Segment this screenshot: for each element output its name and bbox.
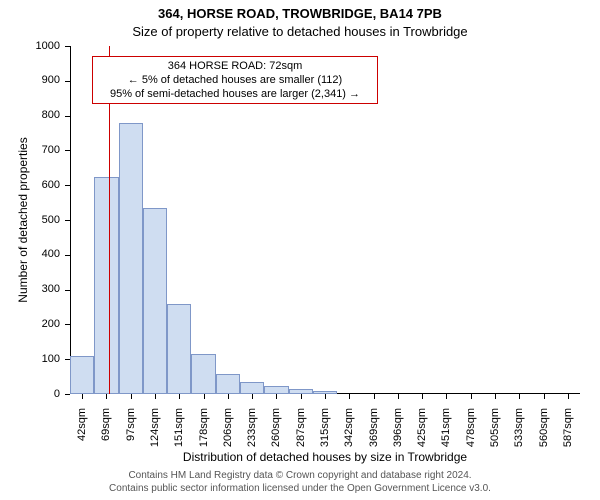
y-tick-mark (65, 255, 70, 256)
y-tick-mark (65, 185, 70, 186)
histogram-bar (289, 389, 313, 394)
x-tick-mark (131, 394, 132, 399)
x-tick-label: 396sqm (392, 408, 404, 468)
x-tick-mark (446, 394, 447, 399)
y-tick-label: 600 (0, 179, 60, 191)
x-tick-label: 560sqm (538, 408, 550, 468)
y-tick-mark (65, 150, 70, 151)
y-tick-mark (65, 116, 70, 117)
y-tick-mark (65, 46, 70, 47)
x-tick-label: 342sqm (343, 408, 355, 468)
x-tick-label: 151sqm (173, 408, 185, 468)
x-tick-label: 260sqm (270, 408, 282, 468)
histogram-bar (70, 356, 94, 394)
x-tick-mark (471, 394, 472, 399)
y-tick-label: 900 (0, 74, 60, 86)
x-tick-label: 425sqm (416, 408, 428, 468)
x-tick-mark (325, 394, 326, 399)
histogram-bar (119, 123, 143, 394)
x-tick-label: 587sqm (562, 408, 574, 468)
x-tick-label: 124sqm (149, 408, 161, 468)
y-tick-label: 0 (0, 388, 60, 400)
y-axis-line (70, 46, 71, 394)
x-tick-mark (155, 394, 156, 399)
y-tick-label: 800 (0, 109, 60, 121)
histogram-bar (264, 386, 288, 394)
x-tick-mark (179, 394, 180, 399)
footer-line-2: Contains public sector information licen… (0, 483, 600, 494)
x-tick-mark (374, 394, 375, 399)
x-tick-label: 97sqm (125, 408, 137, 468)
histogram-bar (167, 304, 191, 394)
y-tick-label: 500 (0, 214, 60, 226)
y-tick-mark (65, 324, 70, 325)
annotation-line-3: 95% of semi-detached houses are larger (… (97, 87, 373, 101)
histogram-bar (240, 382, 264, 394)
x-tick-label: 369sqm (368, 408, 380, 468)
y-tick-mark (65, 394, 70, 395)
histogram-bar (313, 391, 337, 394)
x-tick-mark (106, 394, 107, 399)
x-tick-mark (495, 394, 496, 399)
chart-container: 364, HORSE ROAD, TROWBRIDGE, BA14 7PB Si… (0, 0, 600, 500)
y-tick-label: 700 (0, 144, 60, 156)
y-tick-mark (65, 290, 70, 291)
x-tick-mark (276, 394, 277, 399)
y-tick-label: 1000 (0, 40, 60, 52)
chart-title: Size of property relative to detached ho… (0, 24, 600, 39)
x-tick-label: 505sqm (489, 408, 501, 468)
annotation-line-1: 364 HORSE ROAD: 72sqm (97, 59, 373, 73)
x-tick-mark (568, 394, 569, 399)
y-tick-mark (65, 81, 70, 82)
x-tick-mark (252, 394, 253, 399)
y-tick-label: 300 (0, 283, 60, 295)
x-tick-mark (349, 394, 350, 399)
x-tick-mark (544, 394, 545, 399)
x-tick-label: 178sqm (198, 408, 210, 468)
y-tick-label: 100 (0, 353, 60, 365)
histogram-bar (216, 374, 240, 394)
x-tick-mark (398, 394, 399, 399)
x-tick-mark (422, 394, 423, 399)
x-tick-label: 315sqm (319, 408, 331, 468)
y-tick-mark (65, 220, 70, 221)
x-tick-label: 287sqm (295, 408, 307, 468)
x-tick-mark (82, 394, 83, 399)
annotation-line-2: ← 5% of detached houses are smaller (112… (97, 73, 373, 87)
x-tick-label: 42sqm (76, 408, 88, 468)
x-tick-mark (519, 394, 520, 399)
y-tick-label: 400 (0, 248, 60, 260)
x-tick-label: 533sqm (513, 408, 525, 468)
x-tick-label: 478sqm (465, 408, 477, 468)
x-tick-label: 69sqm (100, 408, 112, 468)
y-tick-label: 200 (0, 318, 60, 330)
histogram-bar (143, 208, 167, 394)
x-tick-label: 233sqm (246, 408, 258, 468)
x-tick-mark (301, 394, 302, 399)
footer-line-1: Contains HM Land Registry data © Crown c… (0, 470, 600, 481)
x-tick-label: 451sqm (440, 408, 452, 468)
histogram-bar (191, 354, 215, 394)
x-tick-mark (204, 394, 205, 399)
x-tick-mark (228, 394, 229, 399)
x-tick-label: 206sqm (222, 408, 234, 468)
annotation-box: 364 HORSE ROAD: 72sqm ← 5% of detached h… (92, 56, 378, 104)
histogram-bar (94, 177, 118, 395)
chart-supertitle: 364, HORSE ROAD, TROWBRIDGE, BA14 7PB (0, 6, 600, 21)
